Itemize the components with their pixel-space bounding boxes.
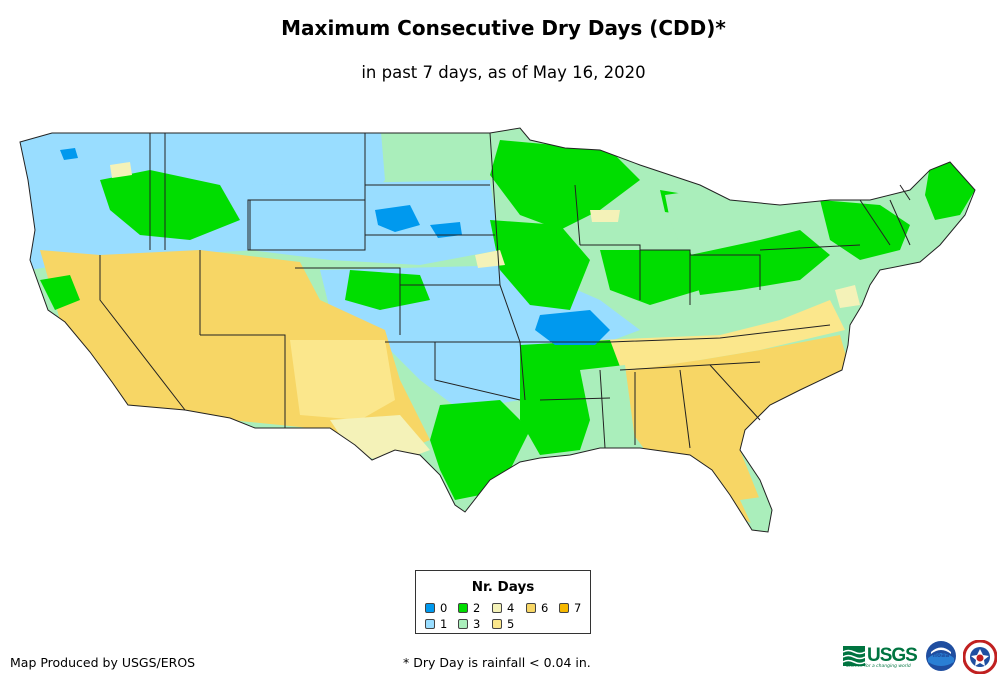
legend-item-1: 1 [425, 617, 448, 631]
legend-item-0: 0 [425, 601, 448, 615]
legend-label: 0 [440, 601, 448, 615]
legend-item-5: 5 [492, 617, 515, 631]
legend-swatch [492, 603, 502, 613]
nws-logo [963, 640, 997, 674]
legend-swatch [559, 603, 569, 613]
legend-item-2: 2 [458, 601, 481, 615]
legend-item-3: 3 [458, 617, 481, 631]
legend-label: 2 [473, 601, 481, 615]
legend-item-6: 6 [526, 601, 549, 615]
legend-swatch [425, 619, 435, 629]
legend-item-4: 4 [492, 601, 515, 615]
legend-label: 5 [507, 617, 515, 631]
legend-title: Nr. Days [471, 579, 535, 595]
noaa-logo: noaa [926, 641, 956, 671]
map-subtitle: in past 7 days, as of May 16, 2020 [361, 63, 646, 82]
legend-item-7: 7 [559, 601, 582, 615]
map-title: Maximum Consecutive Dry Days (CDD)* [281, 16, 726, 40]
legend-label: 6 [541, 601, 549, 615]
legend-label: 1 [440, 617, 448, 631]
usgs-logo: USGS [843, 643, 919, 669]
legend-swatch [492, 619, 502, 629]
legend-swatch [458, 603, 468, 613]
usgs-wordmark: USGS [867, 645, 918, 666]
state-borders [99, 132, 911, 449]
legend-label: 3 [473, 617, 481, 631]
map-credit: Map Produced by USGS/EROS [10, 655, 196, 670]
dry-days-raster [20, 128, 975, 532]
legend-swatch [458, 619, 468, 629]
usgs-wave-icon [843, 646, 865, 666]
noaa-wordmark: noaa [933, 652, 950, 659]
legend-label: 4 [507, 601, 515, 615]
legend-swatch [425, 603, 435, 613]
legend-swatch [526, 603, 536, 613]
legend-label: 7 [574, 601, 582, 615]
legend: Nr. Days 0 1 2 3 4 5 6 7 [415, 570, 591, 634]
usgs-tagline: science for a changing world [846, 664, 911, 669]
dry-day-footnote: * Dry Day is rainfall < 0.04 in. [403, 655, 591, 670]
